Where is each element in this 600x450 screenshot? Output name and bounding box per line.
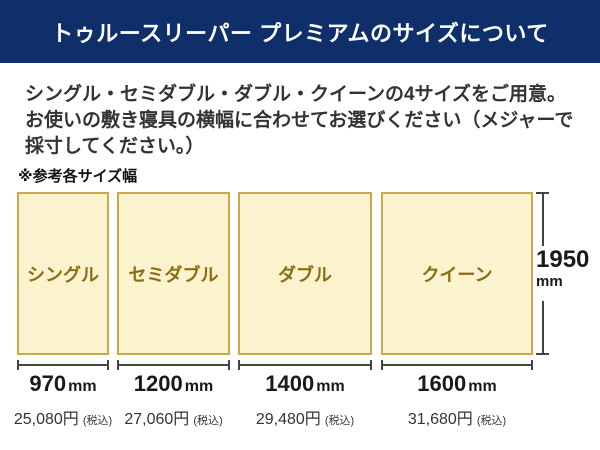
width-value: 970 xyxy=(29,371,67,396)
price-amount: 25,080円 xyxy=(13,411,79,428)
mattress-box-double: ダブル xyxy=(238,192,372,355)
width-value-row: 1600 mm xyxy=(381,371,533,397)
price-amount: 31,680円 xyxy=(407,411,473,428)
tax-included-note: (税込) xyxy=(476,415,507,427)
intro-line-3: 採寸してください。） xyxy=(25,136,205,157)
size-column-semi-double: セミダブル 1200 mm 27,060円 (税込) xyxy=(117,192,230,429)
reference-size-note: ※参考各サイズ幅 xyxy=(18,168,138,185)
mattress-box-queen: クイーン xyxy=(381,192,533,355)
width-value-row: 1400 mm xyxy=(238,371,372,397)
width-unit: mm xyxy=(316,378,345,395)
price-row: 31,680円 (税込) xyxy=(381,405,533,429)
width-measure-line xyxy=(117,360,230,370)
height-value: 1950 xyxy=(536,246,590,273)
tax-included-note: (税込) xyxy=(193,415,223,427)
intro-line-1: シングル・セミダブル・ダブル・クイーンの4サイズをご用意。 xyxy=(25,84,567,105)
width-unit: mm xyxy=(68,378,97,395)
mattress-label: セミダブル xyxy=(128,264,219,285)
width-measure-line xyxy=(381,360,533,370)
price-amount: 29,480円 xyxy=(255,411,321,428)
size-column-queen: クイーン 1600 mm 31,680円 (税込) xyxy=(381,192,533,429)
tax-included-note: (税込) xyxy=(324,415,355,427)
height-measure-line-upper xyxy=(542,194,544,246)
header-banner: トゥルースリーパー プレミアムのサイズについて xyxy=(0,0,600,63)
price-row: 25,080円 (税込) xyxy=(13,405,113,429)
intro-paragraph: シングル・セミダブル・ダブル・クイーンの4サイズをご用意。 お使いの敷き寝具の横… xyxy=(25,82,585,160)
width-unit: mm xyxy=(184,378,214,395)
page-title: トゥルースリーパー プレミアムのサイズについて xyxy=(51,20,549,46)
mattress-box-single: シングル xyxy=(17,192,109,355)
width-unit: mm xyxy=(468,378,497,395)
height-measure-line-lower xyxy=(542,301,544,353)
mattress-label: シングル xyxy=(27,264,99,285)
price-row: 27,060円 (税込) xyxy=(117,405,230,429)
width-measure-line xyxy=(238,360,372,370)
intro-line-2: お使いの敷き寝具の横幅に合わせてお選びください（メジャーで xyxy=(25,110,574,131)
mattress-label: クイーン xyxy=(421,264,493,285)
height-measure-top-cap xyxy=(536,192,549,194)
tax-included-note: (税込) xyxy=(82,415,113,427)
size-column-double: ダブル 1400 mm 29,480円 (税込) xyxy=(238,192,372,429)
width-value: 1200 xyxy=(133,371,183,396)
width-value-row: 970 mm xyxy=(17,371,109,397)
height-measure-label: 1950 mm xyxy=(536,246,590,290)
mattress-box-semi-double: セミダブル xyxy=(117,192,230,355)
size-column-single: シングル 970 mm 25,080円 (税込) xyxy=(13,192,113,429)
width-measure-line xyxy=(17,360,109,370)
price-amount: 27,060円 xyxy=(124,411,190,428)
mattress-label: ダブル xyxy=(278,264,332,285)
width-value: 1400 xyxy=(265,371,315,396)
width-value: 1600 xyxy=(417,371,467,396)
height-measure-bottom-cap xyxy=(536,353,549,355)
width-value-row: 1200 mm xyxy=(117,371,230,397)
height-unit: mm xyxy=(536,273,563,290)
price-row: 29,480円 (税込) xyxy=(238,405,372,429)
